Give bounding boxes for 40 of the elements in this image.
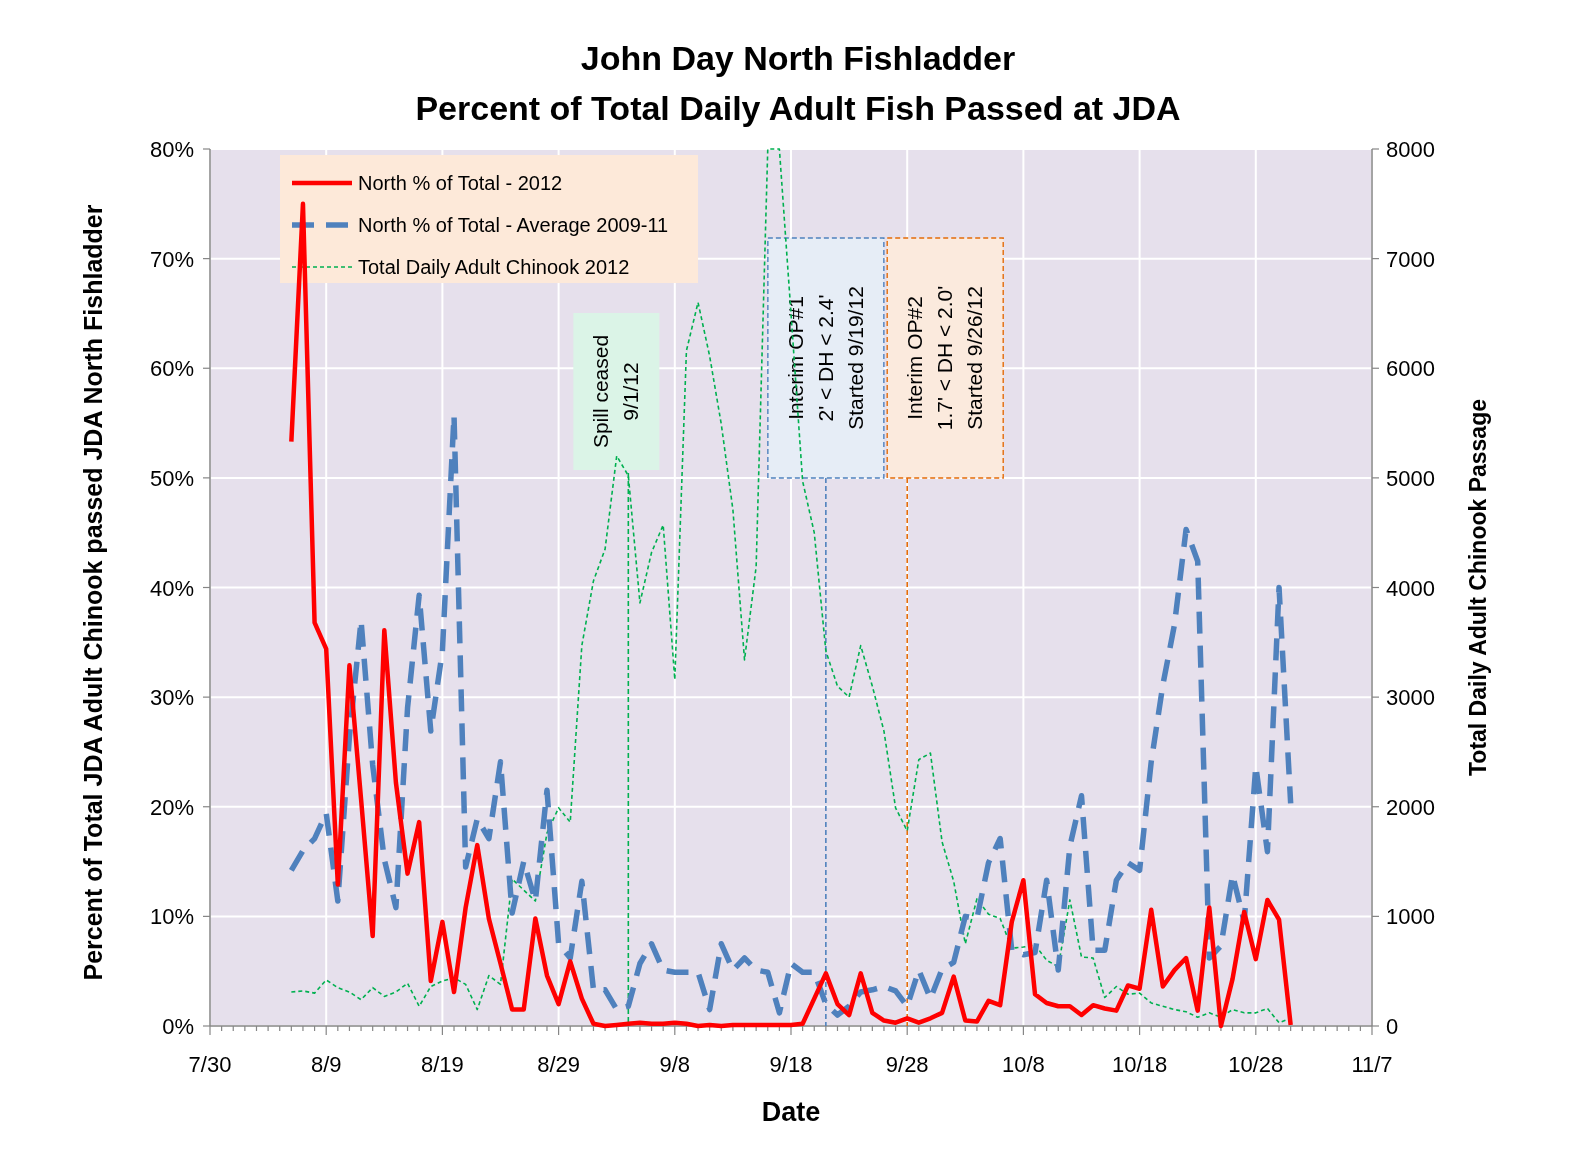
legend-label: Total Daily Adult Chinook 2012 xyxy=(358,256,630,278)
y-tick-label: 50% xyxy=(149,465,194,491)
y2-tick-label: 6000 xyxy=(1386,356,1435,382)
y-tick-label: 40% xyxy=(149,575,194,601)
x-tick-label: 11/7 xyxy=(1351,1052,1393,1077)
x-tick-label: 10/8 xyxy=(1001,1052,1045,1077)
y-tick-label: 30% xyxy=(149,685,194,711)
y2-tick-label: 1000 xyxy=(1386,904,1435,930)
legend-label: North % of Total - 2012 xyxy=(358,172,563,194)
y-tick-label: 80% xyxy=(149,137,194,162)
x-tick-label: 9/28 xyxy=(885,1052,929,1077)
y-tick-label: 10% xyxy=(149,904,194,930)
x-tick-label: 8/29 xyxy=(537,1052,581,1077)
y2-axis-title: Total Daily Adult Chinook Passage xyxy=(1465,398,1491,777)
x-axis-title: Date xyxy=(761,1097,821,1127)
chart-subtitle: Percent of Total Daily Adult Fish Passed at JDA xyxy=(415,89,1181,127)
y2-tick-label: 7000 xyxy=(1386,246,1435,272)
x-tick-label: 10/18 xyxy=(1112,1052,1168,1077)
chart-title: John Day North Fishladder xyxy=(580,39,1016,77)
x-tick-label: 9/18 xyxy=(769,1052,813,1077)
x-tick-label: 8/9 xyxy=(310,1052,342,1077)
ref-line-label: Interim OP#1 2' < DH < 2.4' Started 9/19/12 xyxy=(783,286,867,430)
y2-tick-label: 3000 xyxy=(1386,685,1435,711)
ref-line-label: Interim OP#2 1.7' < DH < 2.0' Started 9/26/12 xyxy=(903,285,987,431)
y2-tick-label: 0 xyxy=(1386,1014,1399,1039)
y2-tick-label: 2000 xyxy=(1386,794,1435,820)
y-tick-label: 0% xyxy=(162,1014,194,1039)
y-axis-title: Percent of Total JDA Adult Chinook passed JDA North Fishladder xyxy=(79,204,107,981)
ref-line-label: Spill ceased 9/1/12 xyxy=(589,334,643,449)
x-tick-label: 9/8 xyxy=(659,1052,691,1077)
y-tick-label: 60% xyxy=(149,356,194,382)
y-tick-label: 20% xyxy=(149,794,194,820)
y2-tick-label: 8000 xyxy=(1386,137,1435,162)
legend-label: North % of Total - Average 2009-11 xyxy=(358,214,669,236)
x-tick-label: 10/28 xyxy=(1228,1052,1284,1077)
y2-tick-label: 4000 xyxy=(1386,575,1435,601)
x-tick-label: 8/19 xyxy=(420,1052,464,1077)
x-tick-label: 7/30 xyxy=(188,1052,232,1077)
y-tick-label: 70% xyxy=(149,246,194,272)
y2-tick-label: 5000 xyxy=(1386,465,1435,491)
